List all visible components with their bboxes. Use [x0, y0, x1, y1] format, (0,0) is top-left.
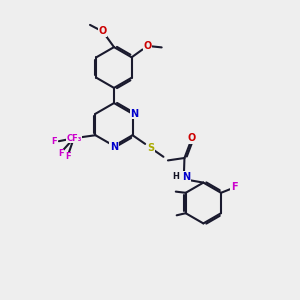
Text: O: O	[188, 133, 196, 143]
Text: S: S	[147, 143, 154, 153]
Text: N: N	[182, 172, 190, 182]
Text: F: F	[231, 182, 238, 192]
Text: F: F	[52, 137, 57, 146]
Text: N: N	[110, 142, 118, 152]
Text: CF₃: CF₃	[66, 134, 82, 143]
Text: F: F	[58, 149, 64, 158]
Text: H: H	[172, 172, 179, 181]
Text: N: N	[130, 109, 138, 119]
Text: F: F	[66, 152, 71, 161]
Text: O: O	[98, 26, 107, 37]
Text: O: O	[143, 41, 152, 51]
